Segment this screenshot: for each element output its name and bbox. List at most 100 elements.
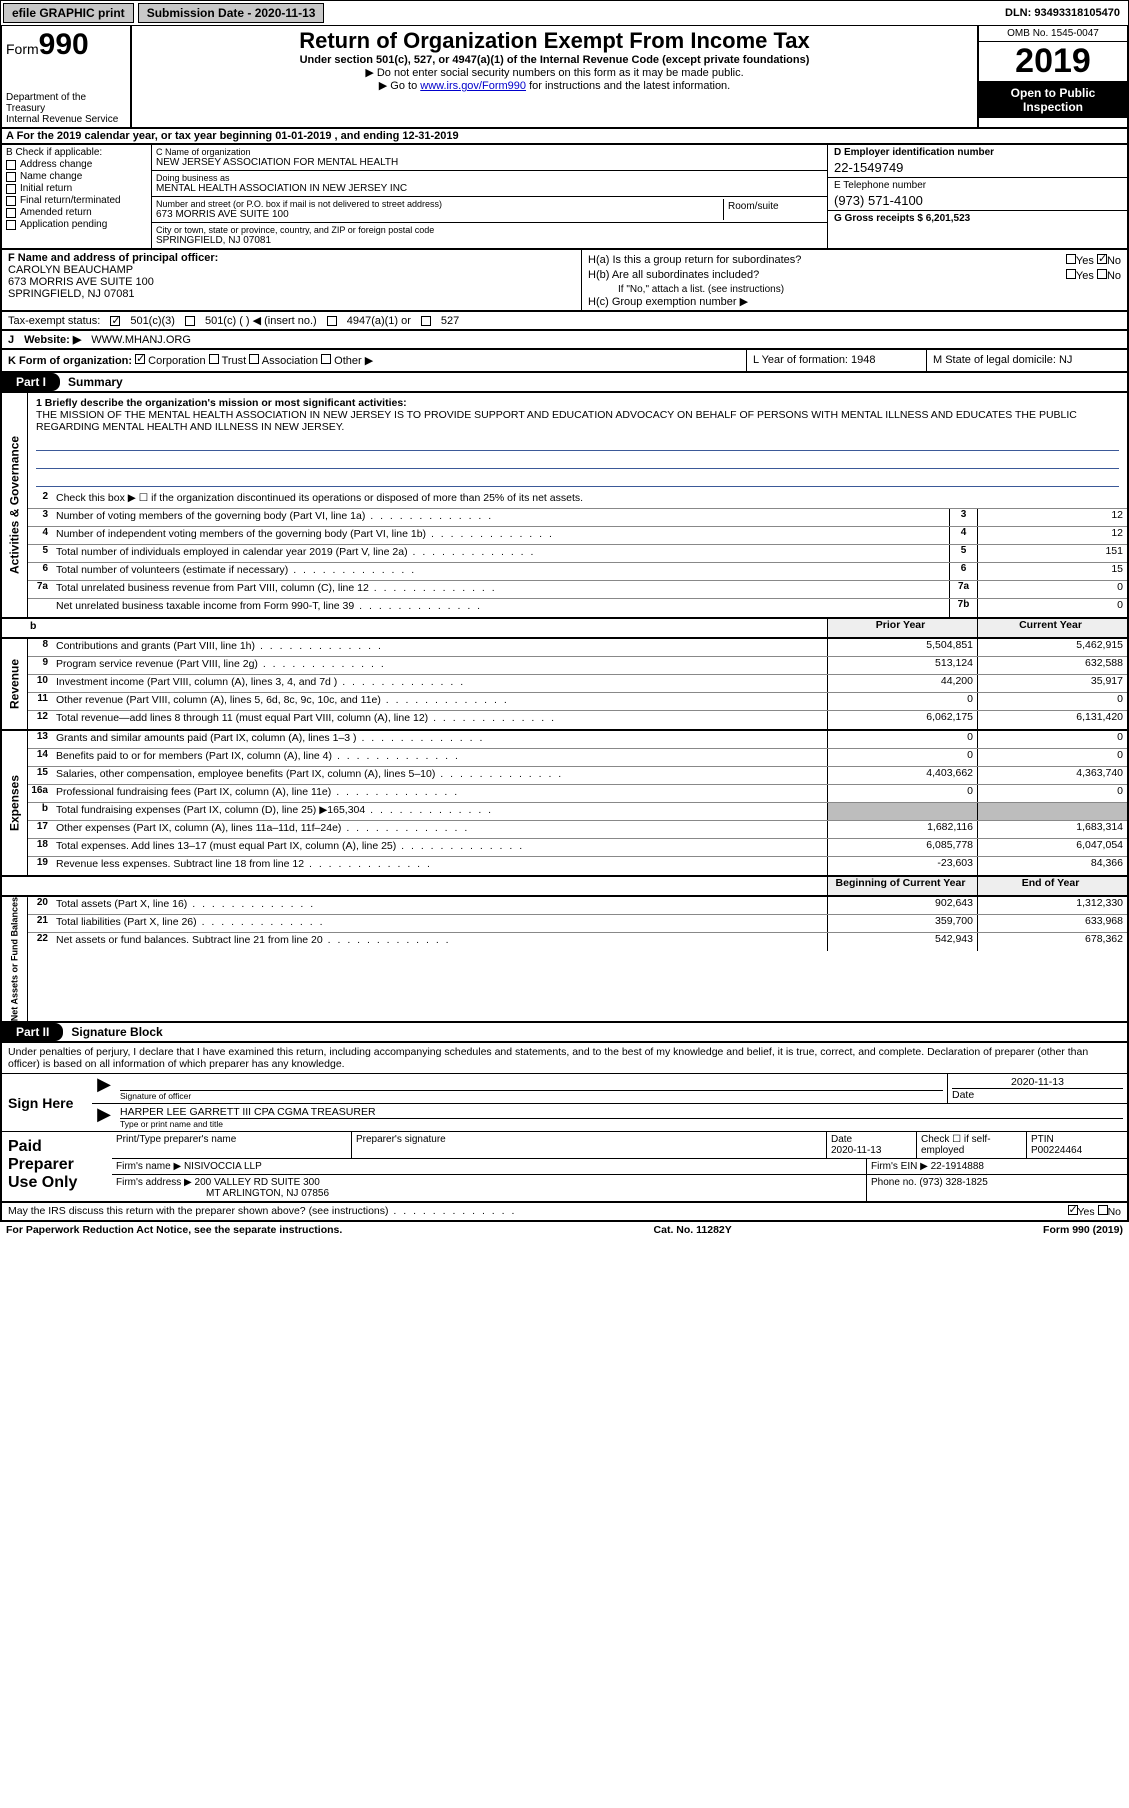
website-lbl: Website: ▶ [24, 333, 81, 346]
prior-val: 0 [827, 731, 977, 748]
tax-exempt-row: Tax-exempt status: 501(c)(3) 501(c) ( ) … [0, 312, 1129, 331]
current-val: 633,968 [977, 915, 1127, 932]
firm-addr1: 200 VALLEY RD SUITE 300 [195, 1177, 320, 1188]
firm-ein: 22-1914888 [931, 1161, 984, 1172]
side-exp: Expenses [2, 731, 28, 875]
line-text: Program service revenue (Part VIII, line… [54, 657, 827, 674]
row-j: J Website: ▶ WWW.MHANJ.ORG [0, 331, 1129, 350]
row-a: A For the 2019 calendar year, or tax yea… [0, 129, 1129, 145]
current-val [977, 803, 1127, 820]
col-current: Current Year [977, 619, 1127, 637]
ein: 22-1549749 [834, 158, 1121, 175]
line-box: 7b [949, 599, 977, 617]
col-boy: Beginning of Current Year [827, 877, 977, 895]
firm-addr2: MT ARLINGTON, NJ 07856 [116, 1188, 862, 1199]
chk-pending[interactable] [6, 220, 16, 230]
line-text: Total number of volunteers (estimate if … [54, 563, 949, 580]
chk-initial[interactable] [6, 184, 16, 194]
part-i-header: Part I Summary [0, 373, 1129, 393]
chk-501c[interactable] [185, 316, 195, 326]
col-b-title: B Check if applicable: [6, 147, 147, 158]
inspection-badge: Open to Public Inspection [979, 82, 1127, 118]
sign-here: Sign Here [2, 1074, 92, 1131]
current-val: 0 [977, 731, 1127, 748]
irs-link[interactable]: www.irs.gov/Form990 [420, 80, 526, 92]
chk-527[interactable] [421, 316, 431, 326]
chk-final[interactable] [6, 196, 16, 206]
hb-no[interactable] [1097, 269, 1107, 279]
current-val: 4,363,740 [977, 767, 1127, 784]
prior-val: 902,643 [827, 897, 977, 914]
irs: Internal Revenue Service [6, 114, 126, 125]
row-m: M State of legal domicile: NJ [927, 350, 1127, 371]
sig-name-lbl: Type or print name and title [120, 1118, 1123, 1129]
ha-no[interactable] [1097, 254, 1107, 264]
form-header: Form990 Department of the Treasury Inter… [0, 26, 1129, 129]
chk-other[interactable] [321, 354, 331, 364]
dln: DLN: 93493318105470 [1005, 7, 1126, 19]
prior-val: 4,403,662 [827, 767, 977, 784]
hb-label: H(b) Are all subordinates included? [588, 269, 759, 282]
current-val: 1,683,314 [977, 821, 1127, 838]
sig-date-lbl: Date [952, 1088, 1123, 1101]
line-text: Total assets (Part X, line 16) [54, 897, 827, 914]
dba-label: Doing business as [156, 173, 823, 183]
website: WWW.MHANJ.ORG [91, 334, 191, 346]
current-val: 35,917 [977, 675, 1127, 692]
form-title: Return of Organization Exempt From Incom… [138, 28, 971, 54]
chk-trust[interactable] [209, 354, 219, 364]
ptin: P00224464 [1031, 1145, 1123, 1156]
cat: Cat. No. 11282Y [654, 1224, 732, 1236]
chk-name[interactable] [6, 172, 16, 182]
line-text: Grants and similar amounts paid (Part IX… [54, 731, 827, 748]
discuss-no[interactable] [1098, 1205, 1108, 1215]
chk-address[interactable] [6, 160, 16, 170]
line-text: Benefits paid to or for members (Part IX… [54, 749, 827, 766]
prior-val: 0 [827, 693, 977, 710]
chk-4947[interactable] [327, 316, 337, 326]
prep-h4: Check ☐ if self-employed [917, 1132, 1027, 1158]
discuss-row: May the IRS discuss this return with the… [0, 1203, 1129, 1222]
chk-assoc[interactable] [249, 354, 259, 364]
mission-text: THE MISSION OF THE MENTAL HEALTH ASSOCIA… [36, 409, 1119, 433]
chk-corp[interactable] [135, 354, 145, 364]
hc-label: H(c) Group exemption number ▶ [588, 295, 1121, 308]
side-net: Net Assets or Fund Balances [2, 897, 28, 1021]
part-ii-title: Signature Block [63, 1025, 162, 1039]
current-val: 6,131,420 [977, 711, 1127, 729]
prep-date: 2020-11-13 [831, 1145, 912, 1156]
prior-val: 44,200 [827, 675, 977, 692]
discuss-yes[interactable] [1068, 1205, 1078, 1215]
hb-yes[interactable] [1066, 269, 1076, 279]
addr-label: Number and street (or P.O. box if mail i… [156, 199, 723, 209]
summary-table: Activities & Governance 1 Briefly descri… [0, 393, 1129, 1023]
submission-button[interactable]: Submission Date - 2020-11-13 [138, 3, 325, 23]
col-de: D Employer identification number 22-1549… [827, 145, 1127, 248]
prior-val: 6,062,175 [827, 711, 977, 729]
j-lbl: J [8, 334, 14, 346]
line-text: Net assets or fund balances. Subtract li… [54, 933, 827, 951]
prior-val: 5,504,851 [827, 639, 977, 656]
prior-val: 1,682,116 [827, 821, 977, 838]
prior-val [827, 803, 977, 820]
tel: (973) 571-4100 [834, 191, 1121, 208]
efile-button[interactable]: efile GRAPHIC print [3, 3, 134, 23]
section-fh: F Name and address of principal officer:… [0, 250, 1129, 312]
line-text: Total unrelated business revenue from Pa… [54, 581, 949, 598]
line-text: Salaries, other compensation, employee b… [54, 767, 827, 784]
line-box: 3 [949, 509, 977, 526]
chk-amended[interactable] [6, 208, 16, 218]
sig-date: 2020-11-13 [952, 1076, 1123, 1088]
current-val: 0 [977, 785, 1127, 802]
paid-preparer: Paid Preparer Use Only [2, 1132, 112, 1201]
line-text: Other expenses (Part IX, column (A), lin… [54, 821, 827, 838]
current-val: 632,588 [977, 657, 1127, 674]
f-label: F Name and address of principal officer: [8, 252, 575, 264]
f-addr2: SPRINGFIELD, NJ 07081 [8, 288, 575, 300]
chk-501c3[interactable] [110, 316, 120, 326]
f-name: CAROLYN BEAUCHAMP [8, 264, 575, 276]
ha-yes[interactable] [1066, 254, 1076, 264]
prep-h1: Print/Type preparer's name [112, 1132, 352, 1158]
addr: 673 MORRIS AVE SUITE 100 [156, 209, 723, 220]
line-box: 6 [949, 563, 977, 580]
